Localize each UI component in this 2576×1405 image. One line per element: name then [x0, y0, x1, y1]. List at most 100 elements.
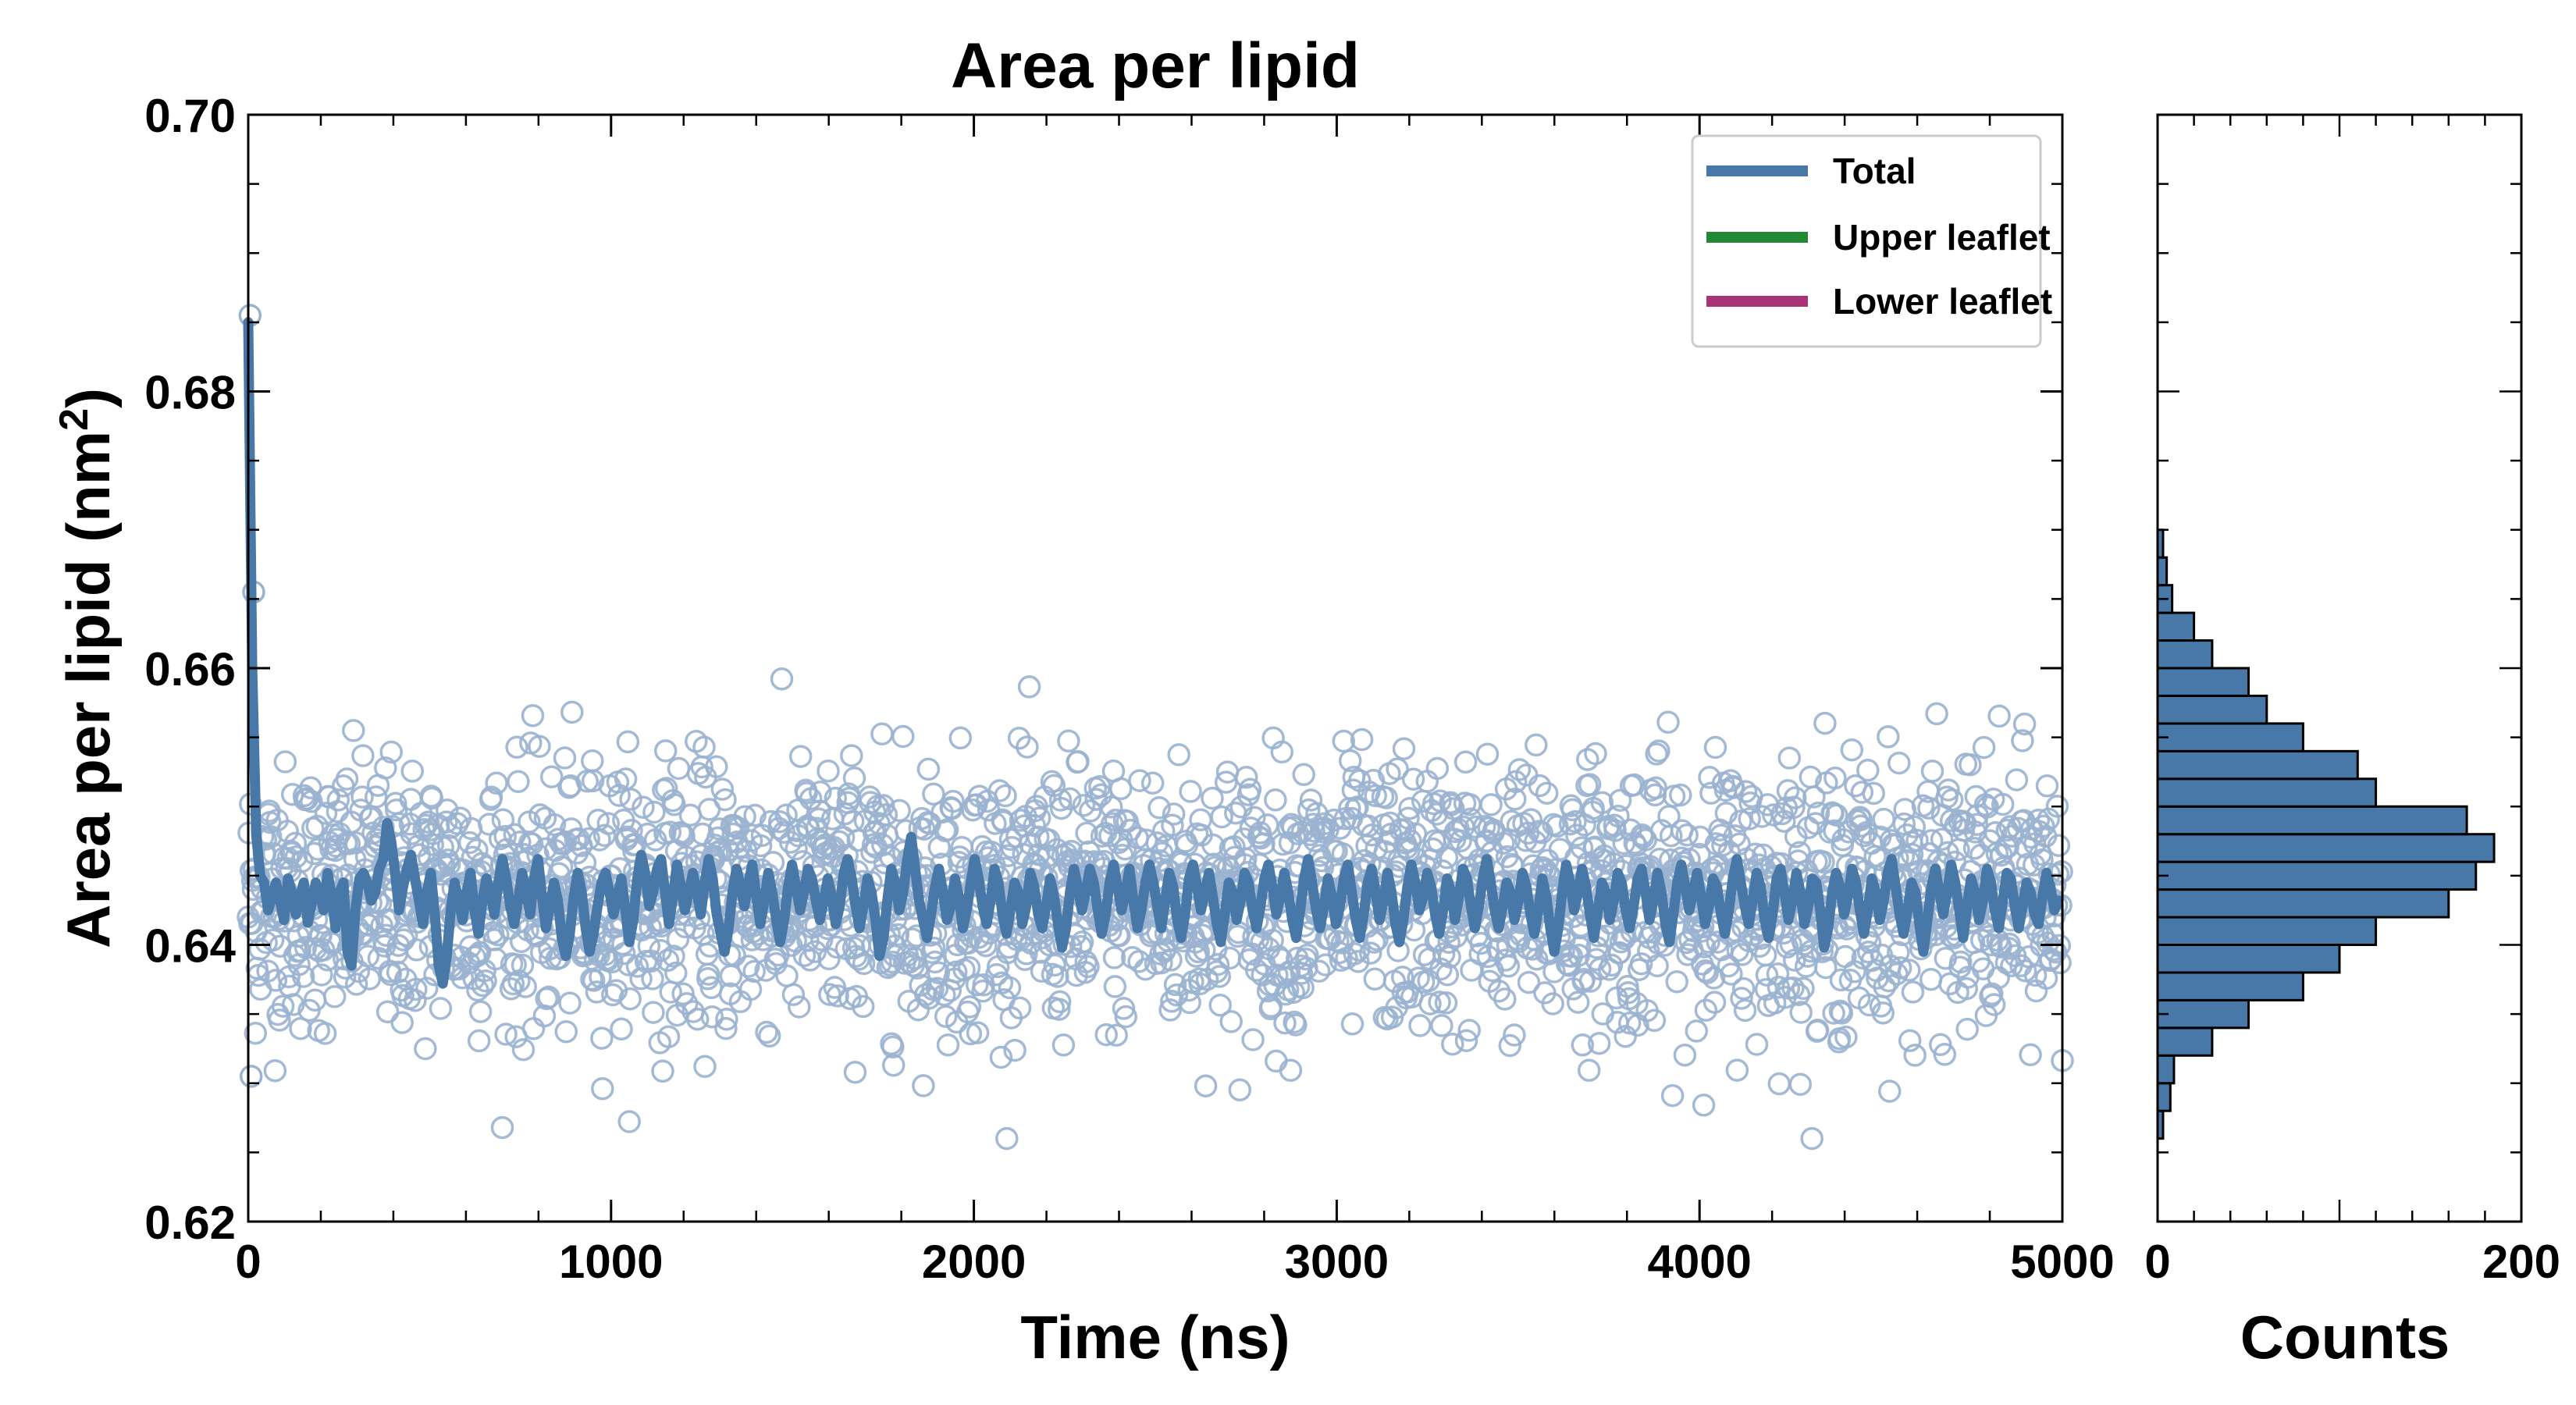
scatter-point — [936, 1033, 960, 1057]
scatter-point — [514, 975, 537, 998]
scatter-point — [264, 969, 288, 992]
scatter-point — [912, 1074, 935, 1097]
scatter-point — [1920, 829, 1944, 852]
scatter-point — [662, 944, 685, 968]
scatter-point — [358, 967, 382, 991]
scatter-point — [1102, 946, 1126, 969]
scatter-point — [1165, 984, 1189, 1007]
scatter-point — [465, 838, 489, 862]
scatter-point — [935, 818, 959, 841]
scatter-point — [351, 744, 375, 767]
scatter-point — [1873, 975, 1896, 999]
scatter-point — [1398, 796, 1421, 820]
scatter-point — [667, 756, 691, 781]
scatter-point — [1485, 937, 1510, 961]
scatter-point — [705, 755, 728, 779]
scatter-point — [1730, 987, 1753, 1010]
scatter-point — [1418, 992, 1442, 1016]
scatter-point — [1099, 795, 1123, 819]
scatter-point — [581, 749, 604, 773]
histogram-bar — [2156, 888, 2450, 919]
scatter-point — [757, 1024, 781, 1048]
legend-frame — [1691, 134, 2042, 348]
scatter-point — [844, 944, 868, 968]
scatter-point — [1375, 786, 1398, 809]
histogram-bar — [2156, 916, 2378, 947]
scatter-point — [852, 951, 876, 976]
histogram-bar — [2156, 833, 2496, 863]
x-axis-label: Time (ns) — [1020, 1303, 1290, 1371]
scatter-point — [1051, 1033, 1076, 1057]
scatter-point — [1814, 955, 1838, 980]
scatter-point — [1048, 788, 1073, 812]
y-axis-label-close: ) — [54, 388, 123, 408]
histogram-bar — [2156, 722, 2304, 752]
scatter-point — [870, 722, 894, 746]
scatter-point — [591, 1076, 614, 1101]
scatter-point — [707, 817, 731, 841]
histogram-bar — [2156, 667, 2250, 697]
scatter-point — [1789, 1001, 1813, 1024]
scatter-point — [1436, 963, 1460, 987]
scatter-point — [2048, 951, 2072, 975]
scatter-point — [1179, 780, 1202, 803]
scatter-point — [560, 700, 584, 724]
scatter-point — [2047, 834, 2071, 857]
scatter-point — [1479, 793, 1503, 816]
scatter-point — [1877, 1080, 1902, 1103]
scatter-point — [1738, 807, 1761, 831]
scatter-point — [271, 994, 295, 1018]
histogram-bar — [2156, 694, 2268, 725]
scatter-point — [817, 759, 840, 783]
scatter-point — [749, 834, 773, 858]
scatter-point — [958, 995, 982, 1019]
scatter-point — [795, 781, 818, 805]
scatter-point — [420, 786, 444, 810]
scatter-point — [493, 824, 517, 848]
scatter-point — [1003, 1038, 1026, 1062]
scatter-point — [1669, 783, 1692, 807]
histogram-layer — [2156, 528, 2496, 1140]
scatter-point — [1338, 749, 1362, 773]
scatter-point — [1721, 776, 1745, 799]
scatter-point — [1588, 957, 1612, 981]
scatter-point — [1607, 941, 1631, 965]
scatter-point — [1850, 781, 1874, 804]
scatter-point — [770, 667, 794, 691]
histogram-bar — [2156, 971, 2304, 1001]
scatter-point — [335, 767, 359, 791]
scatter-point — [310, 963, 333, 987]
scatter-point — [342, 719, 365, 742]
scatter-point — [1646, 954, 1669, 978]
scatter-point — [1779, 932, 1802, 956]
scatter-point — [1043, 953, 1066, 977]
scatter-point — [294, 936, 318, 959]
scatter-point — [843, 1060, 867, 1084]
scatter-point — [1644, 776, 1667, 800]
scatter-point — [1888, 956, 1912, 980]
scatter-point — [1158, 998, 1182, 1022]
scatter-point — [1299, 788, 1323, 812]
scatter-point — [1228, 1078, 1252, 1102]
scatter-point — [1673, 1043, 1697, 1067]
scatter-point — [1752, 843, 1775, 867]
y-tick-label: 0.64 — [144, 920, 236, 973]
scatter-point — [1265, 1049, 1288, 1073]
legend-label-upper-leaflet: Upper leaflet — [1833, 217, 2051, 258]
scatter-point — [457, 831, 482, 855]
scatter-point — [375, 1000, 400, 1024]
scatter-point — [1208, 965, 1232, 988]
scatter-point — [619, 788, 642, 811]
scatter-point — [2042, 937, 2065, 962]
scatter-point — [344, 973, 368, 996]
scatter-point — [995, 1126, 1019, 1151]
scatter-point — [1128, 769, 1151, 792]
histogram-axes: 0 200 — [2144, 113, 2560, 1288]
scatter-point — [1528, 774, 1552, 798]
scatter-point — [263, 1058, 287, 1083]
scatter-point — [617, 1110, 641, 1133]
scatter-point — [1812, 850, 1835, 874]
scatter-point — [550, 855, 574, 879]
scatter-point — [1076, 955, 1100, 979]
